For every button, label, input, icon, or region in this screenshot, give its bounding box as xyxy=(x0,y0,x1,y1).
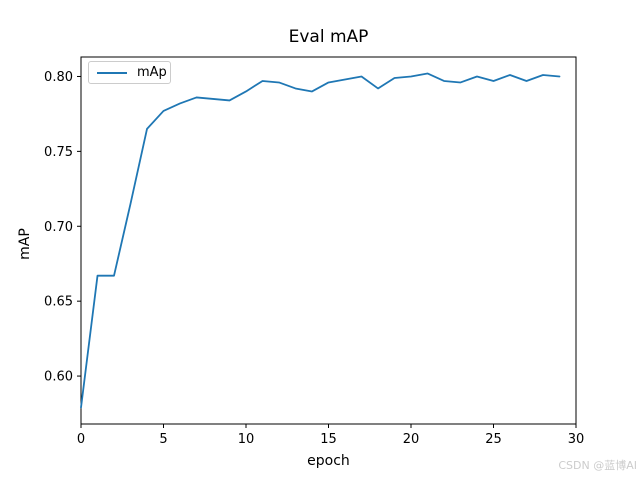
x-tick-label: 0 xyxy=(77,432,85,447)
chart-title: Eval mAP xyxy=(288,27,369,47)
x-tick-label: 30 xyxy=(568,432,585,447)
y-axis-label: mAP xyxy=(17,228,33,260)
x-tick-label: 20 xyxy=(403,432,420,447)
watermark: CSDN @蓝博AI xyxy=(558,459,637,472)
legend-label: mAp xyxy=(137,65,167,80)
y-tick-label: 0.65 xyxy=(44,295,73,310)
y-tick-label: 0.70 xyxy=(44,220,73,235)
x-tick-label: 15 xyxy=(320,432,337,447)
x-tick-label: 10 xyxy=(238,432,255,447)
y-tick-label: 0.75 xyxy=(44,145,73,160)
x-tick-label: 25 xyxy=(485,432,502,447)
x-tick-label: 5 xyxy=(159,432,167,447)
legend-line-swatch xyxy=(97,71,127,74)
plot-border xyxy=(80,56,577,425)
y-tick-label: 0.60 xyxy=(44,370,73,385)
line-mAp xyxy=(80,72,561,409)
y-tick-label: 0.80 xyxy=(44,70,73,85)
x-axis-label: epoch xyxy=(307,453,350,469)
legend: mAp xyxy=(88,61,171,84)
